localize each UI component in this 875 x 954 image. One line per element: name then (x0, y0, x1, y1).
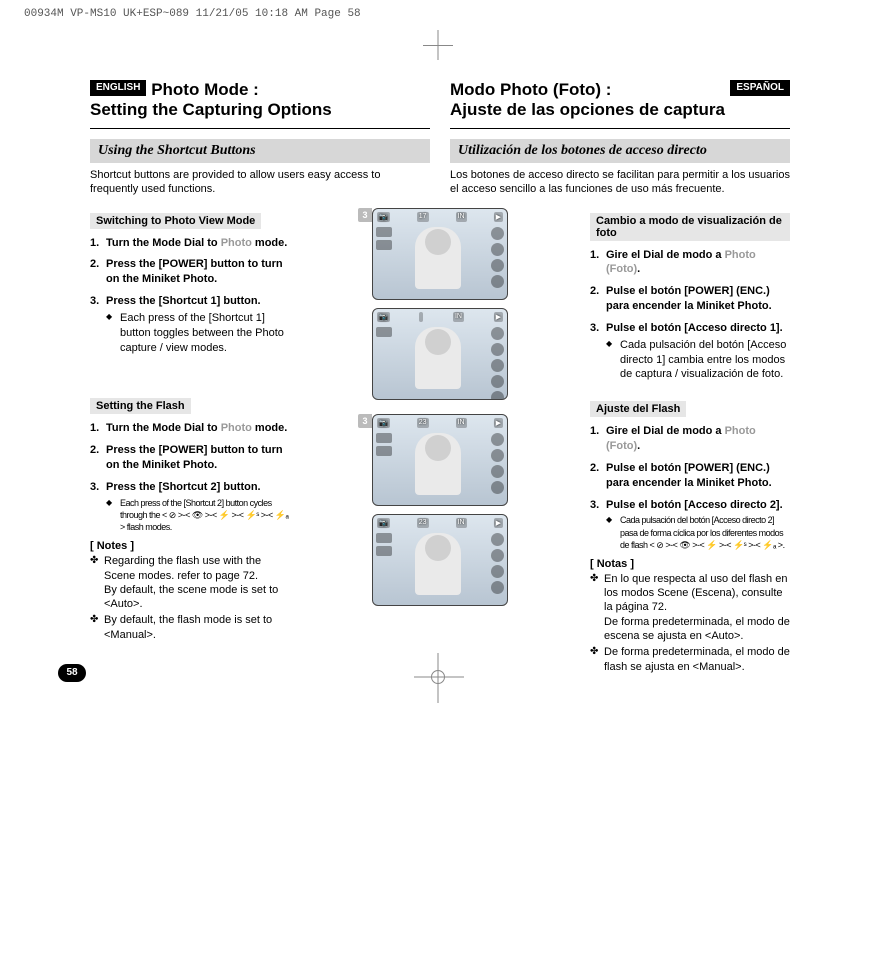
sub-bar-flash-es: Ajuste del Flash (590, 401, 686, 417)
step: 3. Pulse el botón [Acceso directo 2]. Ca… (590, 498, 790, 551)
lcd-group-4: 📷 23 IN ▶ (372, 514, 508, 606)
play-icon: ▶ (494, 312, 503, 322)
intro-en: Shortcut buttons are provided to allow u… (90, 169, 430, 197)
steps-flash-es: 1. Gire el Dial de modo a Photo (Foto). … (590, 424, 790, 551)
steps-switching: 1. Turn the Mode Dial to Photo mode. 2. … (90, 236, 290, 356)
lang-badge-english: ENGLISH (90, 80, 146, 96)
lcd-2: 📷 IN ▶ (372, 308, 508, 400)
camera-icon: 📷 (377, 212, 390, 222)
lcd-mem: IN (456, 518, 467, 528)
notes-title-es: [ Notas ] (590, 558, 790, 570)
section-bar-en: Using the Shortcut Buttons (90, 139, 430, 163)
sub-bar-switching: Switching to Photo View Mode (90, 213, 261, 229)
step-tag-3a: 3 (358, 208, 372, 222)
steps-flash: 1. Turn the Mode Dial to Photo mode. 2. … (90, 421, 290, 533)
lcd-group-2: 📷 IN ▶ (372, 308, 508, 400)
lcd-count: 23 (417, 418, 429, 428)
note-item: By default, the flash mode is set to <Ma… (90, 613, 290, 642)
lcd-mem: IN (453, 312, 464, 322)
title-rule-es (450, 128, 790, 129)
section-bar-es: Utilización de los botones de acceso dir… (450, 139, 790, 163)
play-icon: ▶ (494, 212, 503, 222)
lcd-count: 23 (417, 518, 429, 528)
lcd-group-1: 3 📷 17 IN ▶ (372, 208, 508, 300)
notes-en: Regarding the flash use with the Scene m… (90, 554, 290, 642)
step: 2. Press the [POWER] button to turn on t… (90, 443, 290, 473)
sub-bar-cambio: Cambio a modo de visualización de foto (590, 213, 790, 241)
notes-es: En lo que respecta al uso del flash en l… (590, 572, 790, 674)
intro-es: Los botones de acceso directo se facilit… (450, 169, 790, 197)
lcd-4: 📷 23 IN ▶ (372, 514, 508, 606)
lcd-group-3: 3 📷 23 IN ▶ (372, 414, 508, 506)
lcd-3: 📷 23 IN ▶ (372, 414, 508, 506)
step: 2. Press the [POWER] button to turn on t… (90, 257, 290, 287)
note-item: En lo que respecta al uso del flash en l… (590, 572, 790, 643)
step: 2. Pulse el botón [POWER] (ENC.) para en… (590, 461, 790, 491)
sub-bullet: Each press of the [Shortcut 1] button to… (106, 311, 290, 356)
title-line1-es: Modo Photo (Foto) : (450, 80, 611, 99)
lcd-mem: IN (456, 212, 467, 222)
title-rule-en (90, 128, 430, 129)
play-icon: ▶ (494, 418, 503, 428)
note-item: De forma predeterminada, el modo de flas… (590, 645, 790, 674)
lang-badge-spanish: ESPAÑOL (730, 80, 790, 96)
title-line2-en: Setting the Capturing Options (90, 100, 332, 119)
camera-icon: 📷 (377, 518, 390, 528)
sub-bullet: Cada pulsación del botón [Acceso directo… (606, 338, 790, 383)
page-number-badge: 58 (58, 664, 86, 682)
title-spanish: ESPAÑOL Modo Photo (Foto) : Ajuste de la… (450, 80, 790, 122)
sub-bullet: Cada pulsación del botón [Acceso directo… (606, 514, 790, 550)
camera-icon: 📷 (377, 418, 390, 428)
lcd-1: 📷 17 IN ▶ (372, 208, 508, 300)
crop-mark-top-h (423, 45, 453, 46)
step: 1. Gire el Dial de modo a Photo (Foto). (590, 248, 790, 278)
step: 1. Turn the Mode Dial to Photo mode. (90, 421, 290, 436)
title-line1-en: Photo Mode : (151, 80, 259, 99)
step: 2. Pulse el botón [POWER] (ENC.) para en… (590, 284, 790, 314)
crop-mark-bottom (431, 670, 445, 684)
step: 1. Turn the Mode Dial to Photo mode. (90, 236, 290, 251)
title-line2-es: Ajuste de las opciones de captura (450, 100, 725, 119)
steps-cambio: 1. Gire el Dial de modo a Photo (Foto). … (590, 248, 790, 383)
play-icon: ▶ (494, 518, 503, 528)
note-item: Regarding the flash use with the Scene m… (90, 554, 290, 611)
lcd-mockups: 3 📷 17 IN ▶ 📷 IN ▶ (372, 208, 508, 606)
lcd-count: 17 (417, 212, 429, 222)
printer-header: 00934M VP-MS10 UK+ESP~089 11/21/05 10:18… (24, 8, 361, 20)
step: 3. Press the [Shortcut 1] button. Each p… (90, 294, 290, 355)
sub-bullet: Each press of the [Shortcut 2] button cy… (106, 497, 290, 533)
camera-icon: 📷 (377, 312, 390, 322)
sub-bar-flash: Setting the Flash (90, 398, 191, 414)
step: 3. Press the [Shortcut 2] button. Each p… (90, 480, 290, 533)
step: 3. Pulse el botón [Acceso directo 1]. Ca… (590, 321, 790, 382)
step: 1. Gire el Dial de modo a Photo (Foto). (590, 424, 790, 454)
page-content: ENGLISH Photo Mode : Setting the Capturi… (90, 80, 790, 676)
notes-title-en: [ Notes ] (90, 540, 290, 552)
lcd-mem: IN (456, 418, 467, 428)
title-english: ENGLISH Photo Mode : Setting the Capturi… (90, 80, 430, 122)
step-tag-3b: 3 (358, 414, 372, 428)
